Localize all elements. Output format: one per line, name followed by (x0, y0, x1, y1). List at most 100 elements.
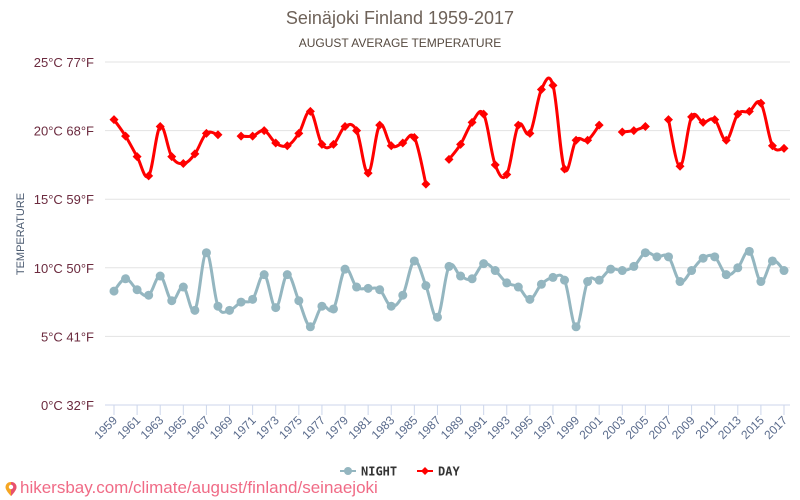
data-point-night (178, 282, 188, 292)
legend-marker-icon (421, 467, 429, 475)
data-point-day (386, 141, 396, 151)
x-tick-label: 2015 (738, 413, 767, 442)
series-night (109, 246, 789, 332)
data-point-day (456, 139, 466, 149)
source-link[interactable]: hikersbay.com/climate/august/finland/sei… (20, 478, 378, 497)
data-point-night (687, 266, 697, 276)
data-point-day (767, 141, 777, 151)
legend-item-day: DAY (417, 465, 460, 479)
data-point-night (236, 297, 246, 307)
data-point-day (560, 164, 570, 174)
data-point-night (536, 279, 546, 289)
data-point-night (409, 256, 419, 266)
data-point-night (640, 248, 650, 258)
x-tick-label: 2007 (646, 413, 675, 442)
data-point-night (444, 261, 454, 271)
x-tick-label: 2011 (693, 413, 721, 441)
data-point-day (467, 117, 477, 127)
data-point-night (259, 270, 269, 280)
data-point-day (340, 121, 350, 131)
data-point-night (248, 294, 258, 304)
data-point-night (144, 290, 154, 300)
data-point-night (571, 322, 581, 332)
data-point-night (525, 294, 535, 304)
x-tick-label: 1979 (322, 413, 351, 442)
x-tick-label: 1975 (276, 413, 305, 442)
data-point-night (652, 252, 662, 262)
x-tick-label: 2017 (761, 413, 790, 442)
data-point-day (213, 130, 223, 140)
data-point-night (190, 305, 200, 315)
data-point-night (721, 270, 731, 280)
data-point-night (583, 277, 593, 287)
data-point-day (421, 179, 431, 189)
data-point-night (121, 274, 131, 284)
data-point-night (294, 296, 304, 306)
data-point-night (594, 275, 604, 285)
y-tick-label: 15°C 59°F (34, 192, 94, 207)
x-tick-label: 2005 (623, 413, 652, 442)
legend: NIGHT DAY (340, 465, 460, 479)
data-point-night (109, 286, 119, 296)
data-point-day (733, 109, 743, 119)
chart-title: Seinäjoki Finland 1959-2017 (286, 8, 514, 28)
data-point-night (340, 264, 350, 274)
x-tick-label: 2001 (577, 413, 606, 442)
data-point-night (456, 271, 466, 281)
series-line-day (667, 100, 785, 168)
y-tick-label: 5°C 41°F (41, 329, 94, 344)
y-tick-label: 20°C 68°F (34, 124, 94, 139)
legend-marker-icon (344, 467, 352, 475)
series-line-day (447, 76, 601, 180)
x-tick-label: 1959 (91, 413, 120, 442)
data-point-day (721, 135, 731, 145)
data-point-day (167, 152, 177, 162)
data-point-night (710, 252, 720, 262)
data-point-night (606, 264, 616, 274)
x-tick-label: 1985 (392, 413, 421, 442)
x-tick-label: 1987 (415, 413, 444, 442)
data-point-day (698, 117, 708, 127)
data-point-night (271, 303, 281, 313)
x-tick-label: 1977 (299, 413, 328, 442)
data-point-day (513, 120, 523, 130)
data-point-night (432, 312, 442, 322)
y-tick-label: 25°C 77°F (34, 55, 94, 70)
data-point-day (594, 120, 604, 130)
data-point-night (756, 277, 766, 287)
data-point-day (744, 106, 754, 116)
x-tick-label: 1999 (553, 413, 582, 442)
data-point-night (767, 256, 777, 266)
series-line-day (112, 118, 219, 179)
data-point-day (663, 115, 673, 125)
data-point-night (375, 285, 385, 295)
data-point-day (132, 152, 142, 162)
y-tick-label: 0°C 32°F (41, 398, 94, 413)
data-point-day (259, 126, 269, 136)
data-point-day (629, 126, 639, 136)
data-point-day (756, 98, 766, 108)
data-point-night (213, 301, 223, 311)
data-point-day (190, 149, 200, 159)
data-point-day (617, 127, 627, 137)
x-tick-label: 1973 (253, 413, 282, 442)
data-point-day (236, 131, 246, 141)
data-point-day (710, 115, 720, 125)
y-tick-label: 10°C 50°F (34, 261, 94, 276)
data-point-night (502, 278, 512, 288)
data-point-day (294, 128, 304, 138)
data-point-day (583, 135, 593, 145)
data-point-day (779, 143, 789, 153)
data-point-day (109, 115, 119, 125)
data-point-day (409, 132, 419, 142)
data-point-day (328, 139, 338, 149)
data-point-day (178, 159, 188, 169)
data-point-day (155, 121, 165, 131)
x-tick-label: 1995 (507, 413, 536, 442)
data-point-night (744, 246, 754, 256)
data-point-night (629, 261, 639, 271)
data-point-night (675, 277, 685, 287)
chart-subtitle: AUGUST AVERAGE TEMPERATURE (299, 36, 502, 50)
map-pin-icon (5, 482, 17, 496)
x-tick-label: 1961 (114, 413, 143, 442)
